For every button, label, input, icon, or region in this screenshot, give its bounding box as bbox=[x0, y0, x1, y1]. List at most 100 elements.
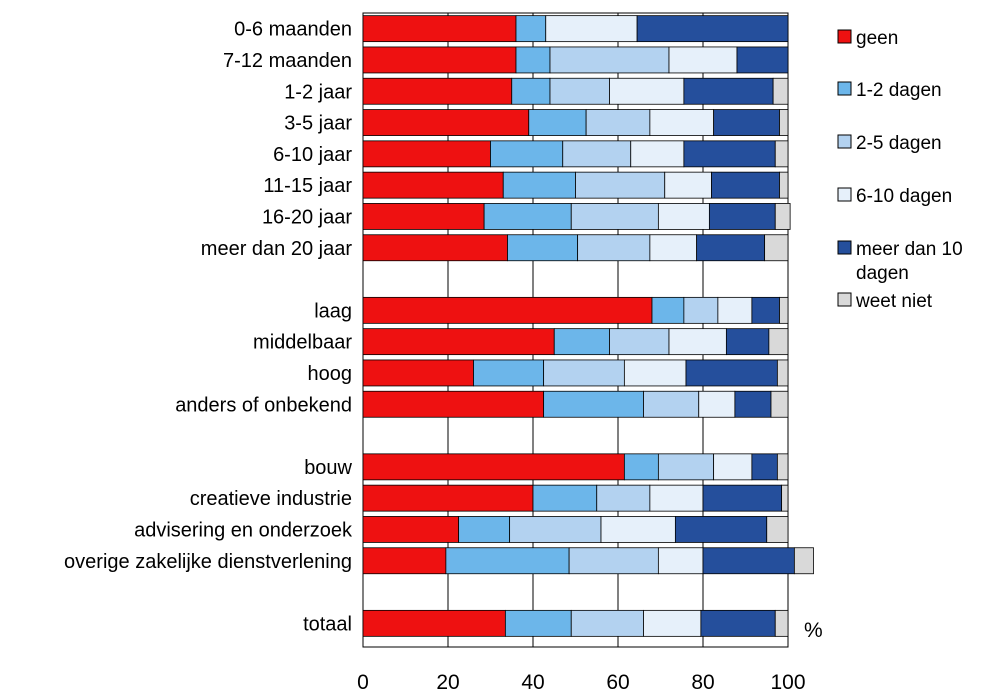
category-label: bouw bbox=[304, 457, 352, 479]
bar-segment bbox=[511, 77, 551, 105]
bar-segment bbox=[623, 453, 659, 481]
bar-segment bbox=[362, 140, 491, 168]
x-tick-label: 80 bbox=[691, 671, 714, 691]
x-tick-label: 20 bbox=[436, 671, 459, 691]
bar-segment bbox=[649, 484, 704, 512]
bar-segment bbox=[668, 46, 738, 74]
bar-segment bbox=[445, 547, 570, 575]
bar-segment bbox=[657, 547, 704, 575]
legend-swatch bbox=[837, 292, 852, 307]
bar-segment bbox=[543, 359, 625, 387]
bar-segment bbox=[770, 390, 789, 418]
x-tick-label: 0 bbox=[357, 671, 369, 691]
bar-segment bbox=[683, 140, 776, 168]
category-label: 16-20 jaar bbox=[262, 206, 352, 228]
legend-swatch bbox=[837, 29, 852, 44]
bar-segment bbox=[772, 77, 789, 105]
bars bbox=[362, 15, 814, 637]
x-tick-label: 40 bbox=[521, 671, 544, 691]
bar-segment bbox=[711, 171, 780, 199]
category-label: creatieve industrie bbox=[190, 488, 352, 510]
unit-label: % bbox=[804, 619, 823, 642]
bar-segment bbox=[776, 359, 789, 387]
category-label: anders of onbekend bbox=[175, 394, 352, 416]
bar-segment bbox=[630, 140, 685, 168]
category-label: 6-10 jaar bbox=[273, 144, 352, 166]
bar-segment bbox=[490, 140, 564, 168]
bar-segment bbox=[570, 609, 644, 637]
bar-segment bbox=[736, 46, 789, 74]
legend-label: 1-2 dagen bbox=[856, 80, 942, 101]
legend-swatch bbox=[837, 187, 852, 202]
bar-segment bbox=[766, 516, 789, 543]
bar-segment bbox=[473, 359, 545, 387]
bar-segment bbox=[528, 109, 587, 136]
legend-swatch bbox=[837, 134, 852, 149]
bar-segment bbox=[696, 234, 766, 262]
category-label: middelbaar bbox=[253, 332, 352, 354]
bar-segment bbox=[674, 516, 768, 543]
category-label: 1-2 jaar bbox=[284, 81, 352, 103]
bar-segment bbox=[577, 234, 651, 262]
bar-segment bbox=[764, 234, 789, 262]
bar-segment bbox=[600, 516, 676, 543]
bar-segment bbox=[549, 77, 610, 105]
bar-segment bbox=[734, 390, 772, 418]
category-label: meer dan 20 jaar bbox=[201, 238, 353, 260]
bar-segment bbox=[362, 77, 513, 105]
bar-segment bbox=[362, 296, 653, 324]
bar-segment bbox=[636, 15, 789, 43]
bar-segment bbox=[685, 359, 778, 387]
bar-segment bbox=[751, 453, 778, 481]
bar-segment bbox=[708, 203, 776, 230]
bar-segment bbox=[700, 609, 776, 637]
category-label: 7-12 maanden bbox=[223, 50, 352, 72]
bar-segment bbox=[509, 516, 602, 543]
bar-segment bbox=[507, 234, 579, 262]
bar-segment bbox=[774, 203, 791, 230]
legend: geen 1-2 dagen 2-5 dagen 6-10 dagen meer dan… bbox=[837, 28, 963, 312]
bar-segment bbox=[609, 328, 670, 356]
bar-segment bbox=[649, 234, 698, 262]
legend-label: 6-10 dagen bbox=[856, 186, 952, 207]
bar-segment bbox=[362, 359, 474, 387]
bar-segment bbox=[362, 171, 504, 199]
bar-segment bbox=[568, 547, 659, 575]
category-label: 3-5 jaar bbox=[284, 113, 352, 135]
bar-segment bbox=[362, 609, 506, 637]
legend-label: meer dan 10 bbox=[856, 239, 963, 260]
bar-segment bbox=[683, 77, 774, 105]
bar-segment bbox=[698, 390, 736, 418]
bar-segment bbox=[702, 547, 795, 575]
bar-segment bbox=[458, 516, 511, 543]
bar-segment bbox=[543, 390, 644, 418]
bar-segment bbox=[504, 609, 572, 637]
legend-label: weet niet bbox=[855, 291, 933, 312]
bar-segment bbox=[643, 609, 702, 637]
legend-label: 2-5 dagen bbox=[856, 133, 942, 154]
bar-segment bbox=[768, 328, 789, 356]
category-label: advisering en onderzoek bbox=[134, 519, 353, 541]
bar-segment bbox=[776, 453, 789, 481]
category-label: 0-6 maanden bbox=[234, 19, 352, 41]
x-tick-label: 60 bbox=[606, 671, 629, 691]
bar-segment bbox=[657, 453, 715, 481]
bar-segment bbox=[362, 234, 508, 262]
bar-segment bbox=[643, 390, 700, 418]
bar-segment bbox=[725, 328, 770, 356]
category-label: laag bbox=[314, 300, 352, 322]
legend-label: geen bbox=[856, 28, 898, 49]
bar-segment bbox=[623, 359, 687, 387]
bar-segment bbox=[483, 203, 572, 230]
bar-segment bbox=[657, 203, 710, 230]
bar-segment bbox=[779, 296, 789, 324]
bar-segment bbox=[575, 171, 666, 199]
bar-segment bbox=[774, 140, 789, 168]
legend-label: dagen bbox=[856, 263, 909, 284]
bar-segment bbox=[362, 484, 534, 512]
bar-segment bbox=[362, 453, 625, 481]
bar-segment bbox=[362, 328, 555, 356]
bar-segment bbox=[683, 296, 719, 324]
bar-segment bbox=[515, 15, 547, 43]
